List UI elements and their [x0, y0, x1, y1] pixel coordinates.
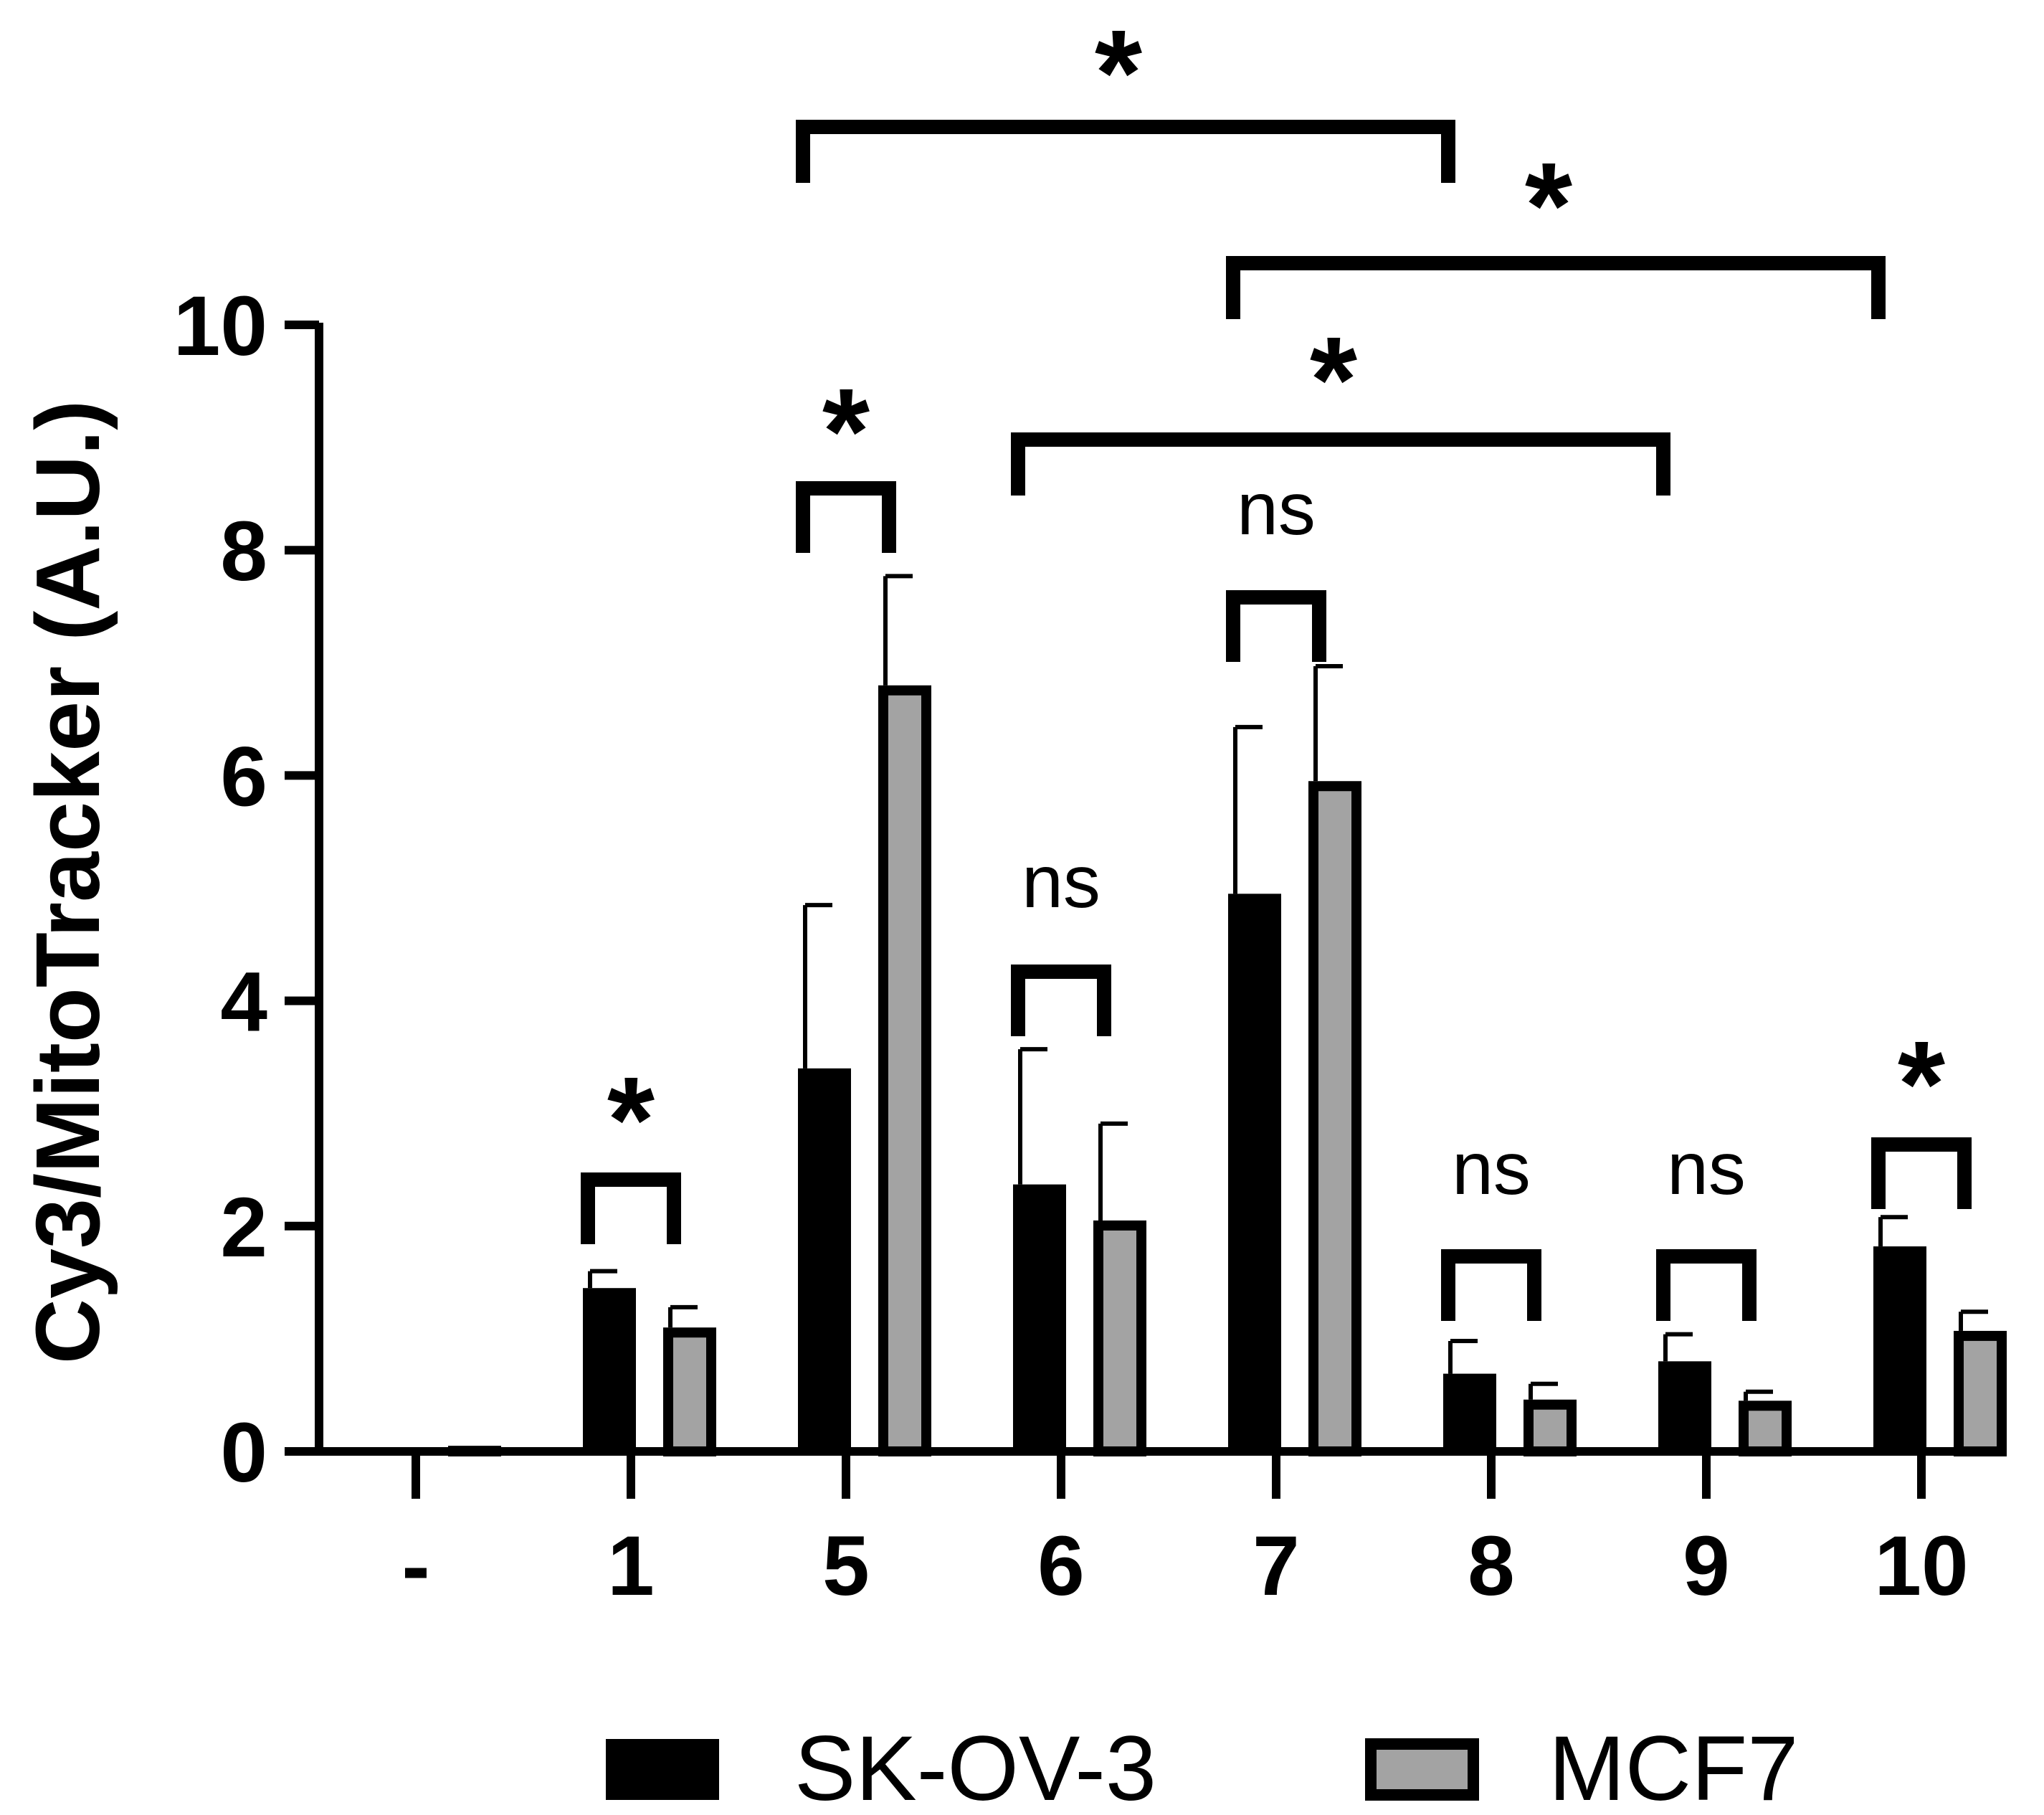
x-tick-label: - — [401, 1519, 429, 1613]
bar-mcf7 — [663, 1327, 716, 1456]
error-bars — [588, 574, 1988, 1401]
legend-label-sk-ov-3: SK-OV-3 — [794, 1717, 1156, 1815]
bar-mcf7 — [1954, 1330, 2007, 1456]
significance-label: * — [607, 1052, 655, 1188]
significance-bracket — [1656, 1249, 1757, 1321]
x-tick-label: 5 — [822, 1519, 870, 1613]
x-tick-label: 1 — [607, 1519, 655, 1613]
comparison-bracket — [796, 120, 1455, 183]
bar-sk-ov-3 — [1228, 894, 1281, 1451]
significance-label: ns — [1667, 1127, 1746, 1210]
significance-label: ns — [1237, 468, 1316, 551]
significance-bracket — [1871, 1137, 1972, 1209]
legend-swatch-sk-ov-3 — [606, 1739, 719, 1800]
y-axis-title: Cy3/MitoTracker (A.U.) — [17, 400, 118, 1364]
bar-sk-ov-3 — [1658, 1361, 1711, 1451]
comparison-label: * — [1095, 5, 1142, 141]
comparison-bracket — [1011, 432, 1670, 496]
bar-sk-ov-3 — [1013, 1184, 1066, 1451]
legend-label-mcf7: MCF7 — [1549, 1717, 1798, 1815]
significance-bracket — [1226, 590, 1326, 662]
significance-label: ns — [1452, 1127, 1531, 1210]
bar-sk-ov-3 — [798, 1068, 851, 1451]
legend-swatch-mcf7 — [1365, 1738, 1479, 1801]
y-tick-label: 2 — [220, 1180, 267, 1275]
legend: SK-OV-3 MCF7 — [606, 1717, 1798, 1815]
y-tick-label: 0 — [220, 1406, 267, 1500]
x-tick-label: 9 — [1683, 1519, 1730, 1613]
significance-bracket — [796, 481, 896, 553]
x-axis: - 1 5 6 7 8 9 10 — [315, 1447, 1997, 1613]
significance-annotations: * * ns ns ns ns * * * * — [581, 5, 1972, 1321]
significance-bracket — [581, 1172, 681, 1244]
bar-sk-ov-3 — [1873, 1246, 1926, 1451]
bar-sk-ov-3 — [583, 1288, 636, 1451]
x-tick-label: 6 — [1037, 1519, 1085, 1613]
y-axis: 0 2 4 6 8 10 — [173, 279, 323, 1500]
x-tick-label: 10 — [1874, 1519, 1968, 1613]
bar-sk-ov-3 — [1443, 1373, 1496, 1451]
bar-mcf7 — [1308, 781, 1361, 1456]
significance-bracket — [1441, 1249, 1541, 1321]
significance-label: ns — [1022, 840, 1101, 924]
bar-mcf7 — [878, 685, 931, 1456]
bar-mcf7 — [1093, 1220, 1146, 1456]
x-tick-label: 8 — [1468, 1519, 1515, 1613]
y-tick-label: 4 — [220, 955, 267, 1050]
x-tick-label: 7 — [1252, 1519, 1300, 1613]
significance-label: * — [822, 364, 870, 500]
significance-bracket — [1011, 965, 1111, 1036]
bars — [448, 685, 2007, 1457]
y-tick-label: 6 — [220, 729, 267, 824]
significance-label: * — [1898, 1016, 1945, 1152]
y-tick-label: 8 — [220, 504, 267, 599]
y-tick-label: 10 — [173, 279, 267, 374]
bar-mcf7 — [1524, 1399, 1577, 1457]
bar-mcf7 — [1739, 1401, 1792, 1457]
comparison-label: * — [1310, 312, 1357, 448]
comparison-bracket — [1226, 256, 1886, 319]
comparison-label: * — [1525, 138, 1572, 274]
